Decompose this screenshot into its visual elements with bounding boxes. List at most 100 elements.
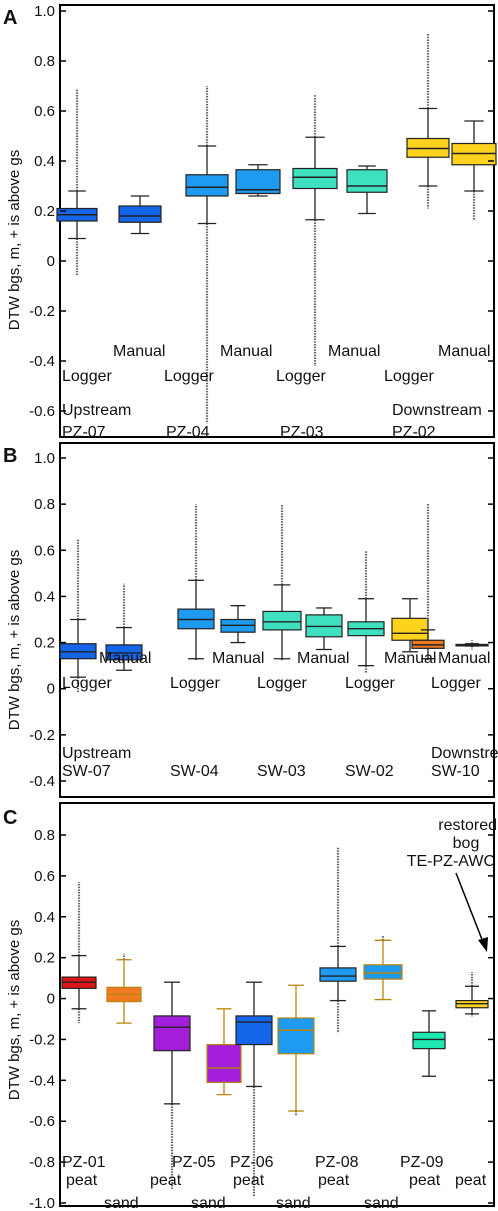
site-direction-label: Upstream <box>62 745 131 762</box>
box-PZ-08-peat <box>319 847 357 1034</box>
box-SW-03-Logger <box>262 504 302 662</box>
method-label: Manual <box>438 650 490 667</box>
ytick-label: -0.2 <box>29 727 55 744</box>
box-PZ-06-sand <box>277 984 315 1116</box>
ytick-label: 0.8 <box>34 496 55 513</box>
site-label: SW-03 <box>257 763 306 780</box>
ytick-label: 0 <box>47 681 55 698</box>
ytick-label: 0.4 <box>34 909 55 926</box>
site-label: PZ-07 <box>62 424 106 441</box>
material-label: peat <box>233 1172 265 1189</box>
material-label: sand <box>364 1195 399 1211</box>
box-SW-02-Logger <box>347 550 385 673</box>
box-SW-07-Logger <box>59 538 97 694</box>
box-PZ-01-peat <box>61 882 97 1024</box>
box-TE-PZ-AWC-peat <box>455 971 489 1017</box>
ytick-label: 0.4 <box>34 153 55 170</box>
panel-a-site-labels: Upstream PZ-07 PZ-04 PZ-03 Downstream PZ-02 <box>62 402 482 441</box>
method-label: Logger <box>170 675 220 692</box>
box-SW-02-Manual <box>391 598 429 653</box>
method-label: Manual <box>438 343 490 360</box>
ytick-label: 0.6 <box>34 868 55 885</box>
panel-c: C DTW bgs, m, + is above gs 0.8 0.6 0.4 0.2… <box>3 802 497 1211</box>
box-SW-03-Manual <box>305 607 343 651</box>
box-iqr <box>292 167 338 190</box>
panel-b-method-labels: Logger Manual Logger Manual Logger Manual Logg… <box>62 650 490 692</box>
ytick-label: 0.6 <box>34 103 55 120</box>
site-direction-label: Downstream <box>431 745 498 762</box>
annotation-arrowhead <box>478 937 488 952</box>
box-iqr <box>277 1017 315 1055</box>
panel-c-ticks: 0.8 0.6 0.4 0.2 0 -0.2 -0.4 -0.6 -0.8 -1.0 <box>29 827 494 1211</box>
panel-b-boxes <box>59 504 489 694</box>
method-label: Logger <box>164 368 214 385</box>
panel-a: A DTW bgs, m, + is above gs 1.0 0.8 0.6 0.4… <box>3 3 497 441</box>
material-label: peat <box>409 1172 441 1189</box>
method-label: Logger <box>257 675 307 692</box>
ytick-label: 0.4 <box>34 588 55 605</box>
annotation-arrow-line <box>455 872 484 943</box>
ytick-label: 0.2 <box>34 635 55 652</box>
ytick-label: 0.2 <box>34 203 55 220</box>
site-label: PZ-06 <box>230 1154 274 1171</box>
site-label: SW-02 <box>345 763 394 780</box>
method-label: Manual <box>297 650 349 667</box>
method-label: Manual <box>99 650 151 667</box>
box-SW-10-Logger <box>411 504 445 662</box>
box-iqr <box>412 1031 446 1050</box>
box-PZ-02-Logger <box>406 33 450 209</box>
method-label: Logger <box>62 675 112 692</box>
site-label: SW-04 <box>170 763 219 780</box>
box-iqr <box>346 169 388 193</box>
ytick-label: 0 <box>47 253 55 270</box>
box-PZ-03-Logger <box>292 94 338 366</box>
panel-a-ylabel: DTW bgs, m, + is above gs <box>6 150 23 330</box>
method-label: Manual <box>328 343 380 360</box>
method-label: Manual <box>113 343 165 360</box>
material-label: sand <box>104 1195 139 1211</box>
box-iqr <box>235 169 281 195</box>
ytick-label: 0 <box>47 991 55 1008</box>
ytick-label: 1.0 <box>34 450 55 467</box>
annotation-line-3: TE-PZ-AWC <box>407 853 495 870</box>
site-direction-label: Upstream <box>62 402 131 419</box>
material-label: peat <box>150 1172 182 1189</box>
site-label: PZ-01 <box>62 1154 106 1171</box>
box-PZ-04-Manual <box>235 164 281 197</box>
ytick-label: 0.8 <box>34 53 55 70</box>
box-iqr <box>262 610 302 631</box>
site-label: SW-10 <box>431 763 480 780</box>
panel-c-letter: C <box>3 807 17 829</box>
material-label: sand <box>276 1195 311 1211</box>
site-label: PZ-02 <box>392 424 436 441</box>
ytick-label: -0.4 <box>29 353 55 370</box>
ytick-label: -0.2 <box>29 303 55 320</box>
box-iqr <box>363 964 403 980</box>
method-label: Manual <box>212 650 264 667</box>
box-PZ-05-peat <box>153 981 191 1189</box>
panel-b-letter: B <box>3 445 17 467</box>
material-label: peat <box>318 1172 350 1189</box>
ytick-label: -0.4 <box>29 773 55 790</box>
ytick-label: 0.6 <box>34 542 55 559</box>
box-PZ-02-Manual <box>451 120 497 221</box>
box-iqr <box>185 174 229 197</box>
ytick-label: -0.2 <box>29 1031 55 1048</box>
panel-a-letter: A <box>3 7 17 29</box>
site-label: PZ-04 <box>166 424 210 441</box>
box-PZ-07-Logger <box>56 88 98 276</box>
box-PZ-08-sand <box>363 935 403 1001</box>
box-SW-07-Manual <box>105 583 143 671</box>
box-PZ-09-peat <box>412 1010 446 1077</box>
method-label: Logger <box>431 675 481 692</box>
box-iqr <box>153 1015 191 1052</box>
ytick-label: -0.6 <box>29 1113 55 1130</box>
panel-c-material-labels: peat sand peat sand peat sand peat sand peat peat <box>66 1172 487 1211</box>
annotation-line-2: bog <box>453 835 480 852</box>
ytick-label: 0.2 <box>34 950 55 967</box>
method-label: Logger <box>384 368 434 385</box>
panel-b-frame <box>59 442 495 798</box>
panel-b: B DTW bgs, m, + is above gs 1.0 0.8 0.6 0.4… <box>3 442 498 798</box>
panel-a-method-labels: LoggerManualLoggerManualLoggerManualLogg… <box>62 343 490 385</box>
